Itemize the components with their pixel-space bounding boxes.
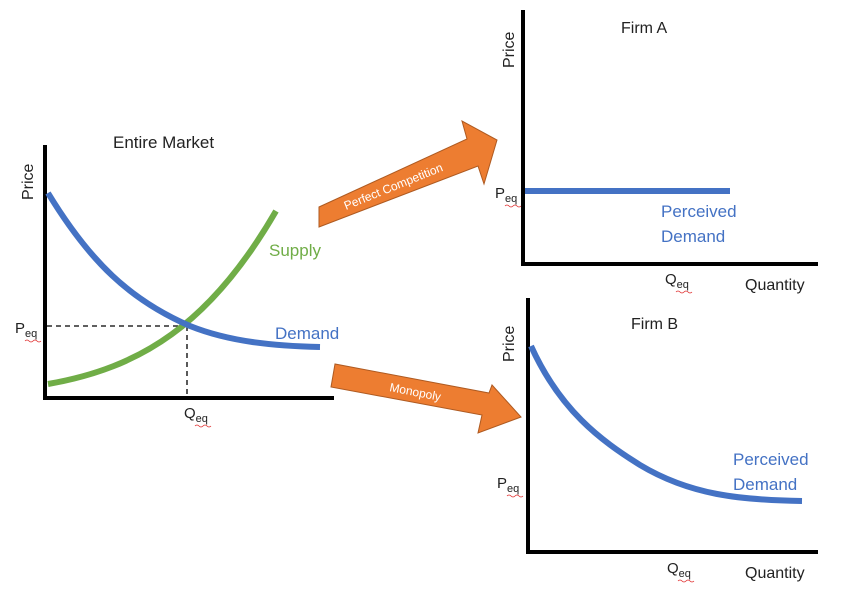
firm-b-title: Firm B xyxy=(631,316,678,333)
firm-b-peq-label: Peq xyxy=(497,475,519,495)
firm-b-price-axis-label: Price xyxy=(501,325,518,362)
market-peq-underline xyxy=(24,339,42,343)
firm-a-title: Firm A xyxy=(621,20,668,37)
firm-b-demand-label-line2: Demand xyxy=(733,475,797,494)
market-qeq-label: Qeq xyxy=(184,405,208,425)
firm-a-peq-underline xyxy=(504,204,522,208)
firm-b-peq-underline xyxy=(506,494,524,498)
demand-label: Demand xyxy=(275,324,339,343)
firm-b-panel: Firm B Price Perceived Demand Peq Qeq Qu… xyxy=(497,298,818,583)
market-title: Entire Market xyxy=(113,133,214,152)
market-panel: Entire Market Price Supply Demand Peq Qe… xyxy=(15,133,339,428)
perfect-competition-arrow: Perfect Competition xyxy=(318,119,498,228)
firm-a-qeq-underline xyxy=(675,290,693,294)
firm-a-demand-label-line1: Perceived xyxy=(661,202,737,221)
monopoly-arrow: Monopoly xyxy=(330,363,522,434)
perfect-competition-arrow-shape xyxy=(318,119,498,228)
firm-a-qeq-label: Qeq xyxy=(665,271,689,291)
perfect-competition-arrow-label: Perfect Competition xyxy=(342,160,445,212)
monopoly-arrow-shape xyxy=(330,363,522,434)
firm-b-qeq-label: Qeq xyxy=(667,560,691,580)
firm-a-price-axis-label: Price xyxy=(501,31,518,68)
firm-b-qeq-underline xyxy=(677,579,695,583)
supply-label: Supply xyxy=(269,241,321,260)
market-price-axis-label: Price xyxy=(20,163,37,200)
market-qeq-underline xyxy=(194,424,212,428)
firm-a-panel: Firm A Price Perceived Demand Peq Qeq Qu… xyxy=(495,10,818,294)
firm-a-quantity-axis-label: Quantity xyxy=(745,277,805,294)
firm-b-quantity-axis-label: Quantity xyxy=(745,565,805,582)
firm-a-peq-label: Peq xyxy=(495,185,517,205)
firm-a-demand-label-line2: Demand xyxy=(661,227,725,246)
market-peq-label: Peq xyxy=(15,320,37,340)
supply-curve xyxy=(47,209,279,387)
firm-b-demand-label-line1: Perceived xyxy=(733,450,809,469)
demand-curve xyxy=(45,191,321,350)
firm-b-perceived-demand-curve xyxy=(528,344,803,504)
